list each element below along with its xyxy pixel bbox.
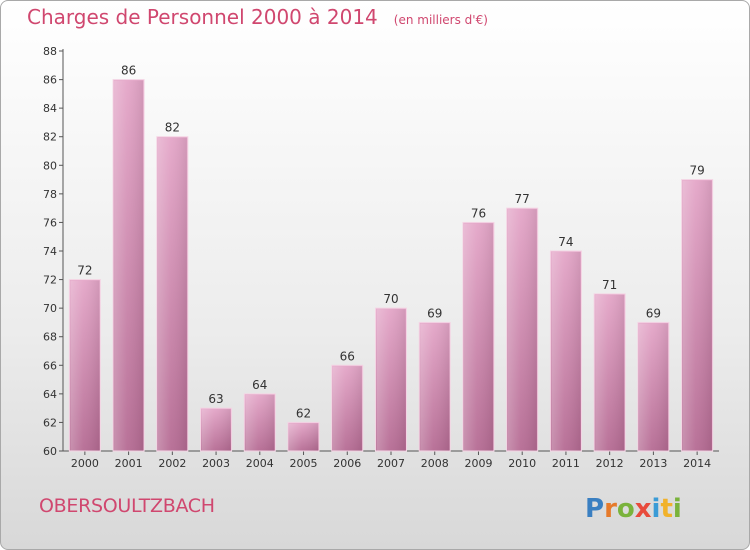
value-label: 77 (515, 192, 530, 206)
chart-title: Charges de Personnel 2000 à 2014 (27, 5, 378, 29)
value-label: 63 (208, 392, 223, 406)
value-label: 70 (383, 292, 398, 306)
y-tick-label: 74 (43, 245, 57, 258)
bar-shine (157, 137, 187, 451)
value-labels: 72 86 82 63 64 62 66 70 69 76 77 74 71 69 79 (77, 64, 705, 421)
x-tick-label: 2008 (421, 457, 449, 470)
chart-subtitle: (en milliers d'€) (393, 13, 488, 27)
value-label: 79 (689, 164, 704, 178)
y-tick-label: 60 (43, 445, 57, 458)
x-tick-label: 2010 (508, 457, 536, 470)
value-label: 74 (558, 235, 573, 249)
y-tick-label: 88 (43, 45, 57, 58)
bar-shine (70, 280, 100, 451)
y-tick-label: 82 (43, 131, 57, 144)
bar-shine (420, 323, 450, 451)
bar-shine (682, 180, 712, 452)
value-label: 72 (77, 264, 92, 278)
bar-shine (114, 80, 144, 452)
x-tick-label: 2005 (290, 457, 318, 470)
value-label: 69 (646, 306, 661, 320)
y-tick-label: 62 (43, 416, 57, 429)
y-tick-label: 86 (43, 74, 57, 87)
y-tick-label: 68 (43, 331, 57, 344)
x-tick-label: 2004 (246, 457, 274, 470)
y-tick-label: 76 (43, 216, 57, 229)
y-tick-label: 66 (43, 359, 57, 372)
bar-shine (245, 394, 275, 451)
bars (68, 79, 714, 452)
x-tick-label: 2006 (333, 457, 361, 470)
y-tick-label: 78 (43, 188, 57, 201)
bar-shine (376, 309, 406, 451)
x-tick-label: 2012 (596, 457, 624, 470)
y-axis: 60 62 64 66 68 70 72 74 76 78 80 82 84 86 88 (43, 45, 64, 458)
value-label: 82 (165, 121, 180, 135)
y-tick-label: 72 (43, 274, 57, 287)
y-tick-label: 70 (43, 302, 57, 315)
value-label: 64 (252, 378, 267, 392)
bar-shine (332, 366, 362, 451)
value-label: 71 (602, 278, 617, 292)
bar-shine (638, 323, 668, 451)
x-tick-label: 2007 (377, 457, 405, 470)
value-label: 62 (296, 406, 311, 420)
value-label: 86 (121, 64, 136, 78)
bar-shine (201, 409, 231, 451)
bar-shine (463, 223, 493, 451)
y-tick-label: 84 (43, 102, 57, 115)
x-tick-label: 2013 (639, 457, 667, 470)
svg-text:Proxiti: Proxiti (585, 494, 682, 524)
x-tick-label: 2014 (683, 457, 711, 470)
chart-title-row: Charges de Personnel 2000 à 2014 (en mill… (27, 5, 488, 29)
value-label: 76 (471, 206, 486, 220)
bar-shine (289, 423, 319, 451)
x-tick-label: 2011 (552, 457, 580, 470)
bar-shine (507, 209, 537, 451)
y-tick-label: 80 (43, 159, 57, 172)
proxiti-logo: Proxiti (585, 494, 682, 524)
x-tick-label: 2001 (115, 457, 143, 470)
bar-shine (551, 252, 581, 451)
commune-name: OBERSOULTZBACH (39, 495, 215, 517)
value-label: 66 (340, 349, 355, 363)
x-tick-label: 2002 (158, 457, 186, 470)
value-label: 69 (427, 306, 442, 320)
bar-shine (595, 294, 625, 451)
x-axis: 2000 2001 2002 2003 2004 2005 2006 2007 2008 2009… (63, 450, 719, 470)
x-tick-label: 2000 (71, 457, 99, 470)
x-tick-label: 2003 (202, 457, 230, 470)
x-tick-label: 2009 (464, 457, 492, 470)
y-tick-label: 64 (43, 388, 57, 401)
